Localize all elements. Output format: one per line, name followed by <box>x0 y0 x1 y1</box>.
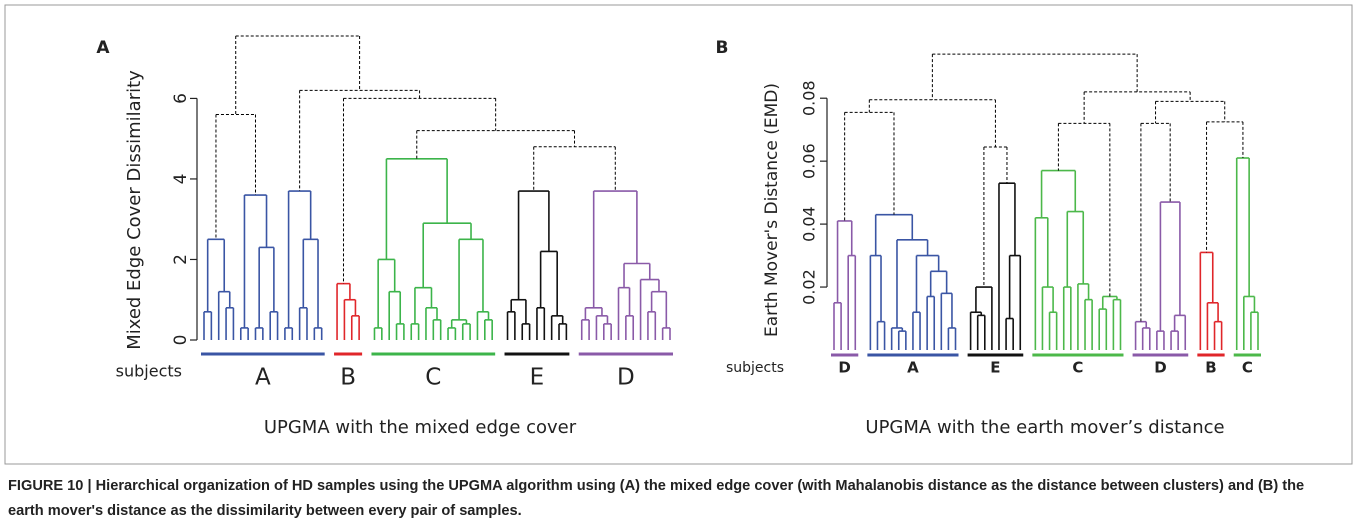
subjects-label: subjects <box>726 360 784 376</box>
y-tick-label: 0 <box>171 335 191 346</box>
group-label: D <box>1154 359 1166 377</box>
group-label: A <box>907 359 919 377</box>
y-tick-label: 2 <box>171 254 191 265</box>
y-tick-label: 4 <box>171 174 191 185</box>
group-label: C <box>1242 359 1253 377</box>
group-label: C <box>425 365 441 391</box>
figure: A Mixed Edge Cover Dissimilarity UPGMA wit… <box>4 4 1353 465</box>
panel-label: B <box>716 38 729 58</box>
group-label: B <box>1205 359 1216 377</box>
group-label: D <box>838 359 850 377</box>
y-tick-label: 0.06 <box>800 143 819 179</box>
y-tick-label: 0.02 <box>800 269 819 305</box>
x-axis-caption: UPGMA with the mixed edge cover <box>264 417 577 438</box>
y-axis-label: Earth Mover's Distance (EMD) <box>762 83 782 337</box>
y-tick-label: 0.04 <box>800 206 819 242</box>
group-label: E <box>990 359 1000 377</box>
panel-label: A <box>96 38 110 58</box>
group-label: D <box>617 365 635 391</box>
group-label: C <box>1072 359 1083 377</box>
y-tick-label: 0.08 <box>800 80 819 116</box>
y-axis-label: Mixed Edge Cover Dissimilarity <box>124 70 145 350</box>
figure-caption: FIGURE 10 | Hierarchical organization of… <box>8 478 1305 519</box>
group-label: B <box>340 365 356 391</box>
group-label: A <box>255 365 271 391</box>
x-axis-caption: UPGMA with the earth mover’s distance <box>865 417 1224 438</box>
subjects-label: subjects <box>116 362 182 381</box>
figure-border <box>4 4 1353 465</box>
group-label: E <box>530 365 545 391</box>
y-tick-label: 6 <box>171 93 191 104</box>
